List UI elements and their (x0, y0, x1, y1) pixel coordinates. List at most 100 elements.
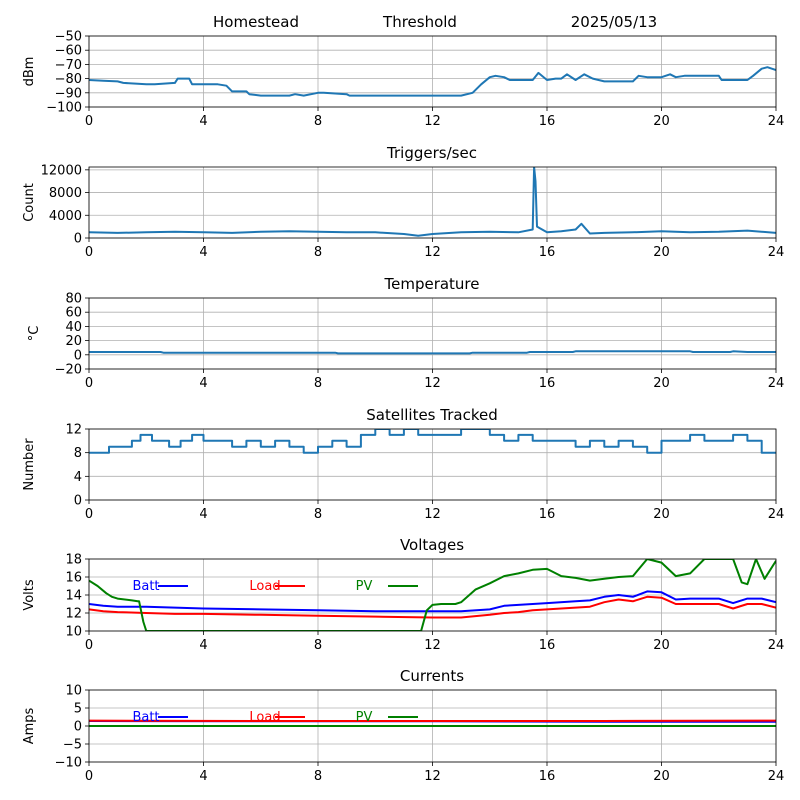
x-tick-label: 0 (85, 507, 93, 522)
x-tick-label: 4 (199, 638, 207, 653)
x-tick-label: 4 (199, 769, 207, 784)
x-tick-label: 0 (85, 769, 93, 784)
x-tick-label: 0 (85, 245, 93, 260)
y-tick-label: 0 (74, 494, 82, 509)
x-tick-label: 24 (768, 245, 785, 260)
x-tick-label: 16 (539, 638, 556, 653)
y-tick-label: 80 (65, 292, 82, 307)
y-tick-label: 0 (74, 720, 82, 735)
legend-label-batt: Batt (132, 710, 159, 725)
x-tick-label: 12 (424, 245, 441, 260)
y-tick-label: 18 (65, 553, 82, 568)
y-tick-label: 10 (65, 625, 82, 640)
y-tick-label: −10 (55, 756, 82, 771)
x-tick-label: 8 (314, 376, 322, 391)
panel-title-triggers: Triggers/sec (386, 144, 477, 162)
x-tick-label: 12 (424, 376, 441, 391)
y-tick-label: −80 (55, 72, 82, 87)
x-tick-label: 4 (199, 376, 207, 391)
x-tick-label: 4 (199, 245, 207, 260)
y-tick-label: 8 (74, 446, 82, 461)
x-tick-label: 12 (424, 507, 441, 522)
series-line-voltages-pv (89, 559, 776, 631)
x-tick-label: 16 (539, 245, 556, 260)
y-tick-label: −90 (55, 86, 82, 101)
y-tick-label: 20 (65, 334, 82, 349)
legend-label-pv: PV (356, 579, 373, 594)
y-axis-label-dbm: dBm (22, 57, 37, 87)
y-tick-label: 4000 (49, 209, 82, 224)
x-tick-label: 4 (199, 114, 207, 129)
x-tick-label: 12 (424, 638, 441, 653)
y-tick-label: 4 (74, 470, 82, 485)
legend-label-pv: PV (356, 710, 373, 725)
panel-currents: 0 4 8 12 16 20 24 −10 −5 0 5 10 Amps Batt Load PV (22, 684, 784, 785)
panel-dbm: 0 4 8 12 16 20 24 −100−90−80−70−60−50 dBm (22, 30, 784, 130)
header-mode: Threshold (382, 13, 457, 31)
y-tick-label: −20 (55, 363, 82, 378)
header-station: Homestead (213, 13, 299, 31)
series-line-dbm-0 (89, 66, 776, 97)
x-tick-label: 20 (653, 769, 670, 784)
x-tick-label: 20 (653, 376, 670, 391)
x-tick-label: 8 (314, 769, 322, 784)
y-tick-label: 8000 (49, 186, 82, 201)
y-tick-label: −50 (55, 30, 82, 45)
panel-title-voltages: Voltages (400, 536, 464, 554)
x-tick-label: 24 (768, 376, 785, 391)
legend-label-load: Load (249, 579, 280, 594)
legend-label-batt: Batt (132, 579, 159, 594)
series-line-triggers-0 (89, 167, 776, 237)
y-tick-label: −100 (46, 101, 82, 116)
x-tick-label: 20 (653, 638, 670, 653)
y-tick-label: 60 (65, 306, 82, 321)
x-tick-label: 8 (314, 245, 322, 260)
series-line-voltages-load (89, 595, 776, 619)
x-tick-label: 20 (653, 114, 670, 129)
x-tick-label: 8 (314, 114, 322, 129)
y-tick-label: 14 (65, 589, 82, 604)
y-axis-label-triggers: Count (22, 183, 37, 222)
y-tick-label: −70 (55, 58, 82, 73)
panel-title-temperature: Temperature (383, 275, 479, 293)
x-tick-label: 20 (653, 245, 670, 260)
y-tick-label: 5 (74, 702, 82, 717)
x-tick-label: 4 (199, 507, 207, 522)
y-tick-label: 12 (65, 423, 82, 438)
x-tick-label: 16 (539, 114, 556, 129)
series-line-voltages-batt (89, 590, 776, 613)
x-tick-label: 24 (768, 114, 785, 129)
series-line-satellites-0 (89, 429, 776, 454)
y-tick-label: 12000 (41, 163, 82, 178)
x-tick-label: 12 (424, 114, 441, 129)
x-tick-label: 0 (85, 376, 93, 391)
x-tick-label: 24 (768, 638, 785, 653)
x-tick-label: 8 (314, 507, 322, 522)
x-tick-label: 24 (768, 507, 785, 522)
panel-satellites: 0 4 8 12 16 20 24 0 4 8 12 Number (22, 423, 784, 523)
x-tick-label: 24 (768, 769, 785, 784)
panel-title-currents: Currents (400, 667, 464, 685)
header-date: 2025/05/13 (571, 13, 657, 31)
panel-title-satellites: Satellites Tracked (366, 406, 497, 424)
y-axis-label-temperature: °C (27, 326, 42, 342)
x-tick-label: 16 (539, 769, 556, 784)
y-tick-label: 16 (65, 571, 82, 586)
x-tick-label: 0 (85, 114, 93, 129)
y-axis-label-currents: Amps (22, 707, 37, 744)
x-tick-label: 16 (539, 376, 556, 391)
x-tick-label: 16 (539, 507, 556, 522)
y-tick-label: −60 (55, 44, 82, 59)
panel-triggers: 0 4 8 12 16 20 24 0 4000 8000 12000 Count (22, 163, 784, 260)
x-tick-label: 8 (314, 638, 322, 653)
x-tick-label: 0 (85, 638, 93, 653)
y-tick-label: 12 (65, 607, 82, 622)
panel-voltages: 0 4 8 12 16 20 24 10 12 14 16 18 Volts Batt Load PV (22, 553, 784, 654)
y-axis-label-voltages: Volts (22, 579, 37, 611)
legend-label-load: Load (249, 710, 280, 725)
y-tick-label: 10 (65, 684, 82, 699)
y-tick-label: 40 (65, 320, 82, 335)
